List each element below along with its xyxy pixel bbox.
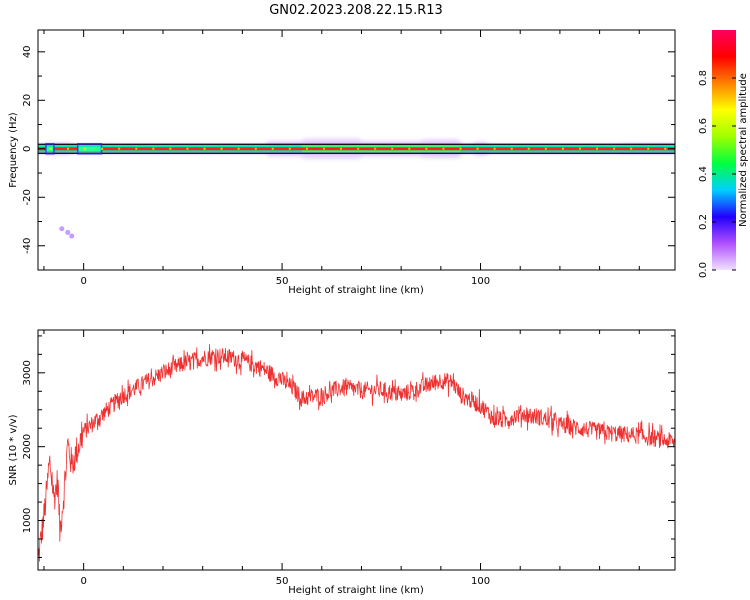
colorbar-scale [712,30,736,270]
spectral-speckle [544,147,547,150]
x-tick-label: 50 [276,276,289,287]
y-tick-label: 2000 [22,434,33,459]
colorbar-tick-label: 0.8 [698,70,709,86]
spectral-speckle [152,147,155,150]
spectral-speckle [254,147,257,150]
spectral-speckle [476,147,479,150]
snr-frame [37,329,676,571]
colorbar-label: Normalized spectral amplitude [738,73,749,227]
spectral-speckle [135,147,138,150]
colorbar-tick-label: 0.2 [698,214,709,230]
colorbar: 0.0 0.2 0.4 0.6 0.8 Normalized spectral ampl… [698,30,749,278]
figure-title: GN02.2023.208.22.15.R13 [269,3,443,18]
snr-series-line [38,344,675,562]
y-tick-label: -20 [22,189,33,205]
spectrogram-ticks: 0 50 100 -40 -20 0 20 40 [22,30,675,287]
snr-plot-area [38,344,675,562]
spectrogram-y-axis-label: Frequency (Hz) [8,112,19,188]
spectral-speckle [237,147,240,150]
spectrogram-image [38,138,675,239]
spectral-speckle [101,147,104,150]
spectral-speckle [647,147,650,150]
spectral-speckle [340,147,343,150]
colorbar-tick-label: 0.6 [698,118,709,134]
spectral-gap [77,146,102,151]
spectral-speckle [527,147,530,150]
spectral-speckle [374,147,377,150]
colorbar-tick-label: 0.4 [698,166,709,182]
spectral-speckle [510,147,513,150]
spectrogram-panel: 0 50 100 -40 -20 0 20 40 Height of straight lin… [8,29,676,296]
spectral-core [38,147,675,151]
spectral-speckle [322,147,325,150]
spectral-speckle [493,147,496,150]
y-tick-label: 0 [22,146,33,152]
spectral-band-outline [38,143,675,154]
spectral-speckle [169,147,172,150]
spectral-speckle [578,147,581,150]
snr-ticks: 0 50 100 1000 2000 3000 [22,330,675,587]
spectral-speckle [66,147,69,150]
snr-panel: 0 50 100 1000 2000 3000 Height of straight li… [8,329,676,596]
spectral-speckle [408,147,411,150]
spectral-speckle [664,147,667,150]
y-tick-label: 1000 [22,508,33,533]
spectral-speckle [425,147,428,150]
spectral-speckle [84,147,87,150]
spectrogram-frame [37,29,676,271]
spectral-speckle [561,147,564,150]
spectral-speckle [118,147,121,150]
x-tick-label: 0 [80,576,86,587]
spectral-speckle [442,147,445,150]
spectral-speckle [305,147,308,150]
spectral-speckle [203,147,206,150]
spectral-speckle [596,147,599,150]
y-tick-label: -40 [22,238,33,254]
spectral-speckle [271,147,274,150]
scatter-point [65,229,71,235]
y-tick-label: 40 [22,45,33,58]
x-tick-label: 100 [471,576,490,587]
scatter-point [59,226,65,232]
spectral-speckle [49,147,52,150]
x-tick-label: 100 [471,276,490,287]
spectrogram-x-axis-label: Height of straight line (km) [288,285,424,296]
spectral-speckle [186,147,189,150]
spectral-gap [45,146,54,151]
y-tick-label: 20 [22,94,33,107]
colorbar-ticks: 0.0 0.2 0.4 0.6 0.8 [698,70,736,278]
spectral-speckle [288,147,291,150]
snr-x-axis-label: Height of straight line (km) [288,585,424,596]
spectral-speckle [613,147,616,150]
x-tick-label: 50 [276,576,289,587]
spectral-speckle [630,147,633,150]
spectral-speckle [391,147,394,150]
colorbar-tick-label: 0.0 [698,262,709,278]
snr-y-axis-label: SNR (10 * v/v) [8,414,19,485]
x-tick-label: 0 [80,276,86,287]
spectral-gap-edge [45,143,55,155]
y-tick-label: 3000 [22,360,33,385]
scatter-point [69,233,75,239]
spectral-speckle [357,147,360,150]
spectral-speckle [459,147,462,150]
spectral-speckle [220,147,223,150]
